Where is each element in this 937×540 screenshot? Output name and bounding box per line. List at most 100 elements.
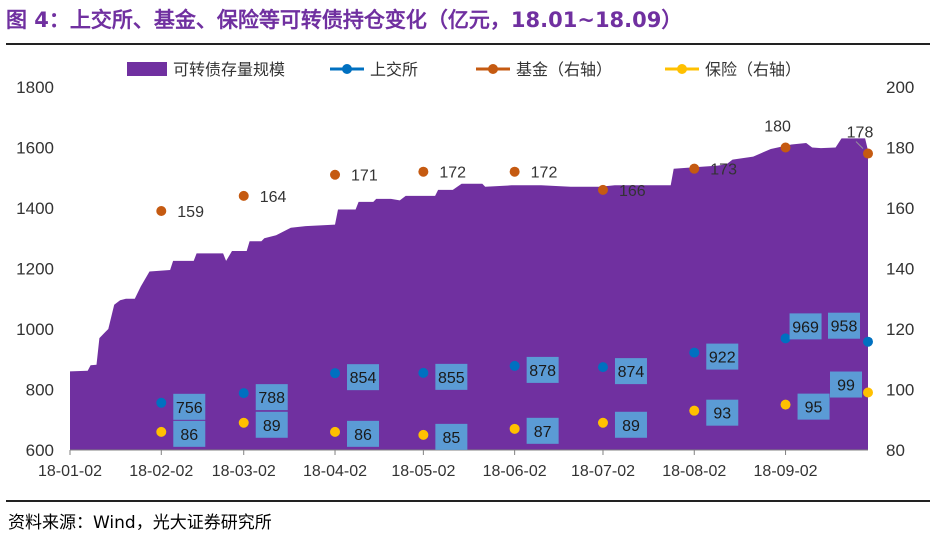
fund-point bbox=[863, 148, 873, 159]
legend-swatch-marker bbox=[342, 64, 352, 74]
sse-data-label-box bbox=[789, 313, 822, 340]
sse-data-label: 788 bbox=[258, 390, 285, 407]
legend-swatch-marker bbox=[488, 64, 498, 74]
sse-point bbox=[238, 388, 249, 399]
sse-data-label: 878 bbox=[529, 363, 556, 380]
insurance-data-label-box bbox=[173, 420, 206, 447]
insurance-data-label: 87 bbox=[534, 424, 552, 441]
insurance-data-label: 99 bbox=[837, 378, 855, 395]
sse-point bbox=[509, 360, 520, 371]
x-tick-label: 18-02-02 bbox=[129, 463, 193, 480]
fund-data-label: 172 bbox=[439, 165, 466, 182]
insurance-data-label: 86 bbox=[354, 427, 372, 444]
sse-data-label: 874 bbox=[618, 364, 645, 381]
insurance-data-label: 93 bbox=[713, 406, 731, 423]
series-layer: 159 164 171 172 172 166 173 180 178 756 788 854 855 8… bbox=[156, 119, 873, 450]
fund-point bbox=[509, 166, 520, 177]
insurance-point bbox=[330, 426, 341, 437]
fund-point bbox=[238, 190, 249, 201]
sse-point bbox=[156, 397, 167, 408]
y-left-tick-label: 600 bbox=[26, 441, 54, 460]
top-rule bbox=[6, 43, 930, 45]
legend-label: 基金（右轴） bbox=[516, 61, 612, 79]
insurance-point bbox=[418, 429, 429, 440]
sse-point bbox=[418, 367, 429, 378]
y-right-tick-label: 160 bbox=[886, 199, 914, 218]
insurance-point bbox=[597, 417, 608, 428]
y-right-tick-label: 100 bbox=[886, 381, 914, 400]
insurance-data-label: 86 bbox=[180, 427, 198, 444]
fund-data-label: 164 bbox=[260, 189, 287, 206]
insurance-data-label-box bbox=[706, 399, 739, 426]
sse-point bbox=[597, 362, 608, 373]
insurance-data-label: 89 bbox=[263, 418, 281, 435]
legend-swatch-marker bbox=[677, 64, 687, 74]
sse-data-label: 969 bbox=[792, 319, 819, 336]
insurance-data-label-box bbox=[797, 393, 830, 420]
y-right-tick-label: 180 bbox=[886, 139, 914, 158]
insurance-data-label-box bbox=[614, 411, 647, 438]
y-left-tick-label: 1400 bbox=[16, 199, 54, 218]
insurance-data-label-box bbox=[347, 420, 380, 447]
fund-point bbox=[780, 142, 791, 153]
x-tick-label: 18-01-02 bbox=[38, 463, 102, 480]
x-tick-label: 18-03-02 bbox=[212, 463, 276, 480]
sse-data-label: 855 bbox=[438, 370, 465, 387]
fund-point bbox=[156, 206, 167, 217]
y-left-tick-label: 1800 bbox=[16, 78, 54, 97]
insurance-data-label-box bbox=[526, 417, 559, 444]
x-tick-label: 18-04-02 bbox=[303, 463, 367, 480]
insurance-data-label-box bbox=[830, 371, 862, 398]
sse-data-label-box bbox=[435, 363, 468, 390]
sse-data-label: 756 bbox=[176, 400, 203, 417]
sse-data-label-box bbox=[706, 343, 739, 370]
area-outstanding-convertibles bbox=[70, 138, 868, 450]
x-tick-label: 18-06-02 bbox=[483, 463, 547, 480]
y-left-tick-label: 1000 bbox=[16, 320, 54, 339]
fund-point bbox=[597, 184, 608, 195]
chart-canvas: 可转债存量规模 上交所 基金（右轴） 保险（右轴） 600 800 1000 1200 140… bbox=[16, 61, 914, 480]
sse-data-label-box bbox=[255, 384, 288, 411]
sse-data-label-box bbox=[614, 358, 647, 385]
bottom-rule bbox=[6, 500, 930, 502]
insurance-data-label-box bbox=[255, 411, 288, 438]
sse-point bbox=[780, 333, 791, 344]
insurance-point bbox=[238, 417, 249, 428]
fund-point bbox=[330, 169, 341, 180]
sse-data-label-box bbox=[526, 356, 559, 383]
sse-point bbox=[863, 336, 873, 347]
y-right-tick-label: 140 bbox=[886, 260, 914, 279]
legend: 可转债存量规模 上交所 基金（右轴） 保险（右轴） bbox=[127, 61, 801, 79]
y-left-tick-label: 1600 bbox=[16, 139, 54, 158]
y-right-tick-label: 80 bbox=[886, 441, 905, 460]
insurance-data-label: 95 bbox=[805, 400, 823, 417]
fund-data-label: 171 bbox=[351, 168, 378, 185]
fund-data-label: 180 bbox=[764, 119, 791, 136]
sse-data-label-box bbox=[347, 364, 380, 391]
fund-data-label: 166 bbox=[619, 183, 646, 200]
sse-data-label: 922 bbox=[709, 350, 736, 367]
x-tick-label: 18-05-02 bbox=[391, 463, 455, 480]
insurance-data-label: 89 bbox=[622, 418, 640, 435]
area-layer bbox=[70, 138, 868, 450]
fund-leader-line bbox=[855, 141, 864, 149]
insurance-data-label-box bbox=[435, 423, 468, 450]
axes-layer: 600 800 1000 1200 1400 1600 1800 80 100 120 140 160… bbox=[16, 78, 914, 480]
legend-label: 上交所 bbox=[370, 61, 418, 79]
y-left-tick-label: 800 bbox=[26, 381, 54, 400]
legend-label: 保险（右轴） bbox=[705, 61, 801, 79]
fund-point bbox=[418, 166, 429, 177]
insurance-point bbox=[156, 426, 167, 437]
insurance-point bbox=[509, 423, 520, 434]
sse-data-label-box bbox=[828, 312, 860, 339]
sse-point bbox=[689, 347, 700, 358]
insurance-point bbox=[780, 399, 791, 410]
x-tick-label: 18-07-02 bbox=[571, 463, 635, 480]
legend-swatch-area bbox=[127, 62, 167, 76]
insurance-data-label: 85 bbox=[442, 430, 460, 447]
sse-data-label-box bbox=[173, 393, 206, 420]
chart-title: 图 4：上交所、基金、保险等可转债持仓变化（亿元，18.01~18.09） bbox=[6, 8, 683, 32]
fund-data-label: 178 bbox=[847, 125, 874, 142]
fund-data-label: 173 bbox=[710, 162, 737, 179]
x-tick-label: 18-08-02 bbox=[662, 463, 726, 480]
